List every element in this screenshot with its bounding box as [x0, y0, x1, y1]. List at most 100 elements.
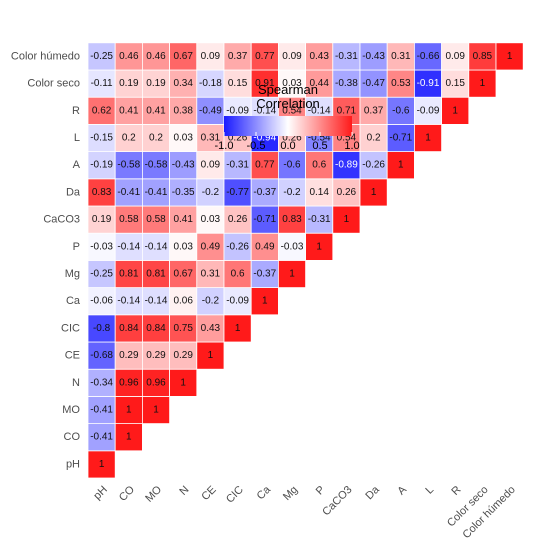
cell-value-label: 0.38 [173, 105, 193, 116]
cell-value-label: -0.31 [335, 51, 358, 62]
cell-value-label: -0.14 [308, 105, 331, 116]
y-tick-label: Da [66, 186, 81, 198]
cell-value-label: 0.6 [312, 160, 326, 171]
cell-value-label: -0.37 [253, 187, 276, 198]
cell-value-label: -0.14 [253, 105, 276, 116]
x-tick-label: A [395, 483, 409, 497]
heatmap-cell [169, 69, 198, 98]
cell-value-label: 0.58 [119, 214, 139, 225]
cell-value-label: 1 [126, 405, 132, 416]
heatmap-cell [413, 96, 442, 125]
x-tick-label: pH [91, 484, 109, 502]
cell-value-label: 0.62 [92, 105, 112, 116]
cell-value-label: 0.09 [201, 51, 221, 62]
cell-value-label: 0.03 [173, 241, 193, 252]
x-tick-label: CO [117, 483, 137, 503]
cell-value-label: -0.41 [117, 187, 140, 198]
cell-value-label: -0.34 [90, 377, 113, 388]
heatmap-cell [114, 205, 143, 234]
cell-value-label: -0.41 [90, 432, 113, 443]
heatmap-cell [87, 287, 116, 316]
cell-value-label: -0.14 [145, 296, 168, 307]
heatmap-cell [141, 314, 170, 343]
heatmap-cell [196, 287, 225, 316]
x-tick-label: Ca [255, 483, 274, 502]
heatmap-cell [305, 69, 334, 98]
cell-value-label: 0.44 [309, 78, 329, 89]
cell-value-label: -0.25 [90, 269, 113, 280]
heatmap-cell [223, 314, 252, 343]
legend-tick-label: -1.0 [215, 140, 234, 152]
heatmap-cell [359, 124, 388, 153]
cell-value-label: 0.03 [201, 214, 221, 225]
cell-value-label: 0.31 [391, 51, 411, 62]
cell-value-label: -0.89 [335, 160, 358, 171]
cell-value-label: -0.11 [91, 78, 113, 89]
cell-value-label: 0.37 [364, 105, 384, 116]
cell-value-label: 0.31 [201, 269, 221, 280]
heatmap-cell [169, 42, 198, 71]
cell-value-label: 0.58 [146, 214, 166, 225]
cell-value-label: 0.77 [255, 51, 275, 62]
y-tick-label: CaCO3 [43, 214, 80, 226]
heatmap-cell [468, 69, 497, 98]
cell-value-label: 0.2 [122, 133, 136, 144]
cell-value-label: 1 [262, 296, 268, 307]
cell-value-label: 0.19 [146, 78, 166, 89]
heatmap-cell [141, 151, 170, 180]
cell-value-label: 0.19 [92, 214, 112, 225]
y-tick-label: A [73, 159, 81, 171]
cell-value-label: -0.47 [362, 78, 385, 89]
cell-value-label: 0.67 [173, 51, 193, 62]
cell-value-label: 1 [235, 323, 241, 334]
cell-value-label: 0.83 [282, 214, 302, 225]
heatmap-cell [250, 259, 279, 288]
cell-value-label: 0.41 [173, 214, 193, 225]
y-tick-label: CO [64, 431, 81, 443]
cell-value-label: 0.34 [173, 78, 193, 89]
cell-value-label: 1 [153, 405, 159, 416]
cell-value-label: 0.26 [337, 187, 357, 198]
heatmap-cell [277, 151, 306, 180]
cell-value-label: 0.6 [231, 269, 245, 280]
heatmap-cell [250, 287, 279, 316]
y-tick-label: N [72, 377, 80, 389]
heatmap-cell [223, 287, 252, 316]
cell-value-label: -0.8 [93, 323, 111, 334]
y-tick-label: P [73, 241, 80, 253]
cell-value-label: -0.77 [226, 187, 249, 198]
legend-title-line1: Spearman [258, 82, 318, 97]
heatmap-cell [250, 205, 279, 234]
cell-value-label: 1 [425, 133, 431, 144]
cell-value-label: -0.2 [202, 296, 220, 307]
heatmap-cell [114, 287, 143, 316]
cell-value-label: -0.14 [117, 296, 140, 307]
heatmap-cell [141, 69, 170, 98]
heatmap-cell [277, 259, 306, 288]
y-tick-label: CIC [61, 322, 80, 334]
cell-value-label: 0.43 [309, 51, 329, 62]
heatmap-cell [87, 96, 116, 125]
heatmap-cell [468, 42, 497, 71]
heatmap-cell [87, 450, 116, 479]
x-tick-label: R [449, 484, 463, 498]
cell-value-label: 0.71 [337, 105, 357, 116]
cell-value-label: 1 [452, 105, 458, 116]
cell-value-label: 0.26 [228, 133, 248, 144]
heatmap-cell [114, 314, 143, 343]
heatmap-cell [223, 205, 252, 234]
cell-value-label: 0.15 [228, 78, 248, 89]
cell-value-label: -0.68 [90, 350, 113, 361]
heatmap-cell [87, 178, 116, 207]
cell-value-label: 0.09 [201, 160, 221, 171]
cell-value-label: 0.54 [282, 105, 302, 116]
heatmap-cell [413, 69, 442, 98]
cell-value-label: 0.29 [173, 350, 193, 361]
x-tick-label: CaCO3 [320, 484, 354, 518]
cell-value-label: 0.54 [337, 133, 357, 144]
heatmap-cell [332, 42, 361, 71]
cell-value-label: 0.2 [367, 133, 381, 144]
cell-value-label: 0.19 [119, 78, 139, 89]
